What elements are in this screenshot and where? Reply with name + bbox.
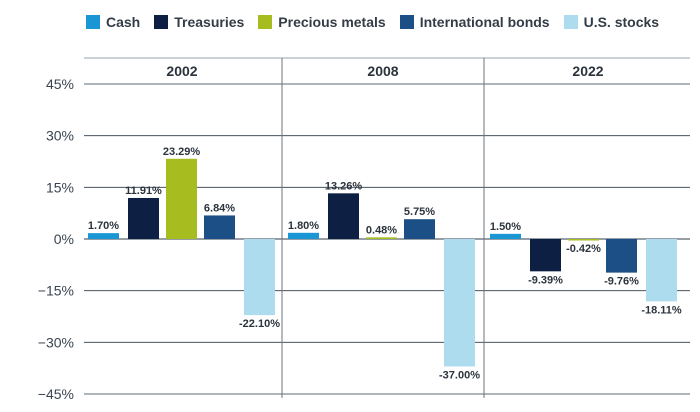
data-label-2022-precious-metals: -0.42% xyxy=(566,243,601,255)
legend-entry-precious-metals: Precious metals xyxy=(258,14,386,30)
panel-title-2008: 2008 xyxy=(367,63,398,79)
bar-2022-treasuries xyxy=(530,239,561,272)
data-label-2022-u-s-stocks: -18.11% xyxy=(641,304,682,316)
bar-2002-treasuries xyxy=(128,197,159,239)
bar-2022-international-bonds xyxy=(606,239,637,273)
legend-entry-u-s-stocks: U.S. stocks xyxy=(563,14,660,30)
bar-2002-precious-metals xyxy=(166,158,197,239)
y-tick-label: −45% xyxy=(38,386,74,402)
panel-title-2022: 2022 xyxy=(572,63,603,79)
legend-entry-cash: Cash xyxy=(86,14,140,30)
legend-entry-treasuries: Treasuries xyxy=(154,14,244,30)
data-label-2008-precious-metals: 0.48% xyxy=(366,224,397,236)
bar-2022-u-s-stocks xyxy=(646,239,677,302)
bar-2002-u-s-stocks xyxy=(244,239,275,316)
y-tick-label: 0% xyxy=(54,231,74,247)
bar-2008-treasuries xyxy=(328,193,359,239)
data-label-2002-u-s-stocks: -22.10% xyxy=(239,318,280,330)
legend-label-precious-metals: Precious metals xyxy=(278,14,386,30)
y-tick-label: 45% xyxy=(46,76,74,92)
data-label-2022-international-bonds: -9.76% xyxy=(604,276,639,288)
data-label-2022-treasuries: -9.39% xyxy=(528,274,563,286)
bar-2022-cash xyxy=(490,233,521,239)
bar-2008-u-s-stocks xyxy=(444,239,475,367)
data-label-2002-precious-metals: 23.29% xyxy=(163,146,201,158)
legend-swatch-precious-metals xyxy=(258,15,273,29)
legend-swatch-cash xyxy=(86,15,100,29)
legend-label-cash: Cash xyxy=(106,14,141,30)
data-label-2022-cash: 1.50% xyxy=(490,221,521,233)
data-label-2008-international-bonds: 5.75% xyxy=(404,206,435,218)
panel-title-2002: 2002 xyxy=(166,63,197,79)
data-label-2008-treasuries: 13.26% xyxy=(325,180,363,192)
legend-entry-international-bonds: International bonds xyxy=(399,14,550,30)
bar-2008-international-bonds xyxy=(404,219,435,239)
data-label-2008-u-s-stocks: -37.00% xyxy=(439,369,480,381)
bar-2008-cash xyxy=(288,232,319,239)
data-label-2008-cash: 1.80% xyxy=(288,220,319,232)
legend-label-treasuries: Treasuries xyxy=(174,14,245,30)
y-tick-label: −30% xyxy=(38,334,74,350)
y-tick-label: −15% xyxy=(38,283,74,299)
legend-label-u-s-stocks: U.S. stocks xyxy=(583,14,660,30)
y-tick-label: 15% xyxy=(46,179,74,195)
bar-2022-precious-metals xyxy=(568,239,599,241)
legend: Cash Treasuries Precious metals Internation… xyxy=(86,11,659,33)
data-label-2002-treasuries: 11.91% xyxy=(125,185,162,197)
y-tick-label: 30% xyxy=(46,128,74,144)
legend-swatch-u-s-stocks xyxy=(563,15,578,29)
data-label-2002-cash: 1.70% xyxy=(88,220,119,232)
data-label-2002-international-bonds: 6.84% xyxy=(204,202,235,214)
legend-swatch-treasuries xyxy=(154,15,169,29)
legend-label-international-bonds: International bonds xyxy=(419,14,550,30)
legend-swatch-international-bonds xyxy=(399,15,414,29)
bar-2002-cash xyxy=(88,233,119,239)
bar-2008-precious-metals xyxy=(366,237,397,239)
bar-2002-international-bonds xyxy=(204,215,235,239)
